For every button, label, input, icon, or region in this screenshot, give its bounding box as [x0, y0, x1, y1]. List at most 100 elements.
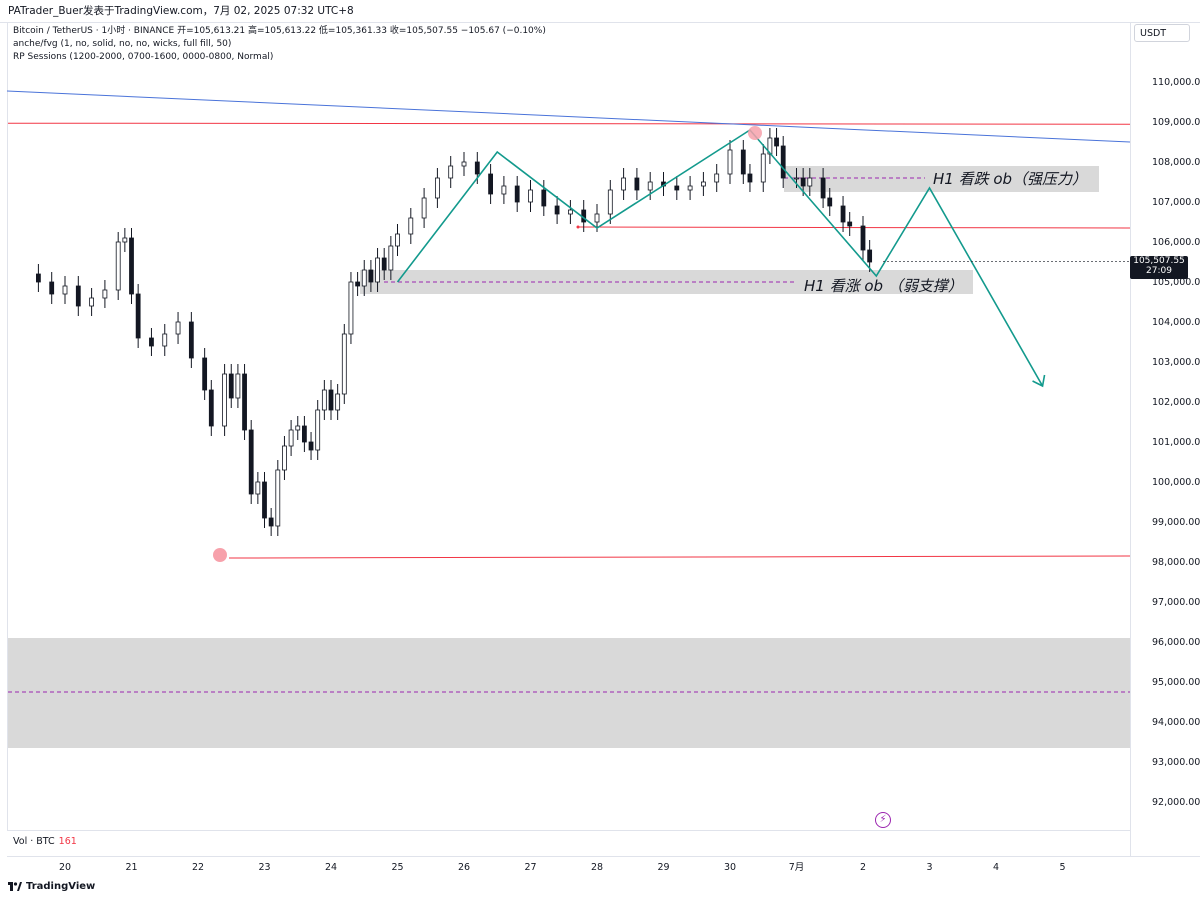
candle — [740, 149, 746, 175]
x-tick-label: 7月 — [789, 862, 805, 873]
candle — [860, 225, 866, 251]
candle — [634, 177, 640, 191]
indicator-fvg[interactable]: anche/fvg (1, no, solid, no, no, wicks, … — [13, 39, 232, 49]
symbol-line[interactable]: Bitcoin / TetherUS · 1小时 · BINANCE 开=105… — [13, 26, 546, 36]
indicator-sessions[interactable]: RP Sessions (1200-2000, 0700-1600, 0000-… — [13, 52, 274, 62]
chart-pane[interactable] — [7, 22, 1131, 830]
y-tick-label: 109,000.00 — [1152, 117, 1200, 128]
y-tick-label: 105,000.00 — [1152, 277, 1200, 288]
x-tick-label: 20 — [59, 862, 71, 873]
y-tick-label: 93,000.00 — [1152, 757, 1200, 768]
tradingview-logo: TradingView — [8, 881, 95, 892]
candle — [388, 245, 394, 271]
candle — [149, 337, 154, 347]
x-tick-label: 24 — [325, 862, 337, 873]
price-axis-divider — [1130, 22, 1131, 857]
candle — [115, 241, 121, 291]
candle — [794, 177, 799, 180]
candle — [355, 281, 361, 287]
last-price-tag: 105,507.55 27:09 — [1130, 256, 1188, 279]
x-tick-label: 23 — [258, 862, 270, 873]
candle — [701, 181, 706, 187]
bullish-ob-label: H1 看涨 ob （弱支撑） — [804, 277, 963, 295]
candle — [255, 481, 261, 495]
x-tick-label: 21 — [125, 862, 137, 873]
lightning-icon[interactable]: ⚡ — [875, 812, 891, 828]
candle — [235, 373, 241, 399]
candle — [867, 249, 873, 263]
volume-divider — [7, 830, 1130, 831]
candle — [607, 189, 613, 215]
candle — [228, 373, 234, 399]
candle — [89, 297, 94, 307]
last-price: 105,507.55 — [1133, 256, 1185, 266]
currency-selector[interactable]: USDT — [1134, 24, 1190, 42]
candle — [840, 205, 846, 223]
candle — [321, 389, 327, 411]
candle — [282, 445, 287, 471]
lower-fvg-zone — [8, 638, 1130, 748]
candle — [687, 185, 693, 191]
publisher-header: PATrader_Buer发表于TradingView.com，7月 02, 2… — [8, 5, 354, 17]
candle — [488, 173, 494, 195]
candle — [262, 481, 267, 519]
candle — [268, 517, 274, 527]
y-tick-label: 102,000.00 — [1152, 397, 1200, 408]
candle — [514, 185, 520, 203]
candle — [674, 185, 680, 191]
projection-arrowhead — [1032, 374, 1046, 388]
neckline[interactable] — [577, 226, 1131, 229]
candle — [554, 205, 560, 215]
x-tick-label: 22 — [192, 862, 204, 873]
neckline-anchor — [576, 225, 580, 229]
candle — [375, 257, 380, 283]
y-tick-label: 107,000.00 — [1152, 197, 1200, 208]
y-tick-label: 98,000.00 — [1152, 557, 1200, 568]
candle — [202, 357, 208, 391]
candle — [315, 409, 321, 451]
x-tick-label: 3 — [926, 862, 932, 873]
y-tick-label: 101,000.00 — [1152, 437, 1200, 448]
x-tick-label: 25 — [391, 862, 403, 873]
x-tick-label: 30 — [724, 862, 736, 873]
candle — [774, 137, 779, 147]
candle — [341, 333, 347, 395]
descending-trendline[interactable] — [6, 90, 1131, 143]
candle — [827, 197, 833, 207]
candle — [49, 281, 55, 295]
candle — [75, 285, 81, 307]
x-tick-label: 2 — [860, 862, 866, 873]
x-tick-label: 28 — [591, 862, 603, 873]
swing-low-marker[interactable] — [213, 548, 227, 562]
y-tick-label: 103,000.00 — [1152, 357, 1200, 368]
y-tick-label: 104,000.00 — [1152, 317, 1200, 328]
candle — [248, 429, 254, 495]
candle — [568, 209, 573, 215]
candle — [800, 177, 806, 187]
candle — [820, 177, 826, 199]
header-divider — [0, 22, 1200, 23]
y-tick-label: 99,000.00 — [1152, 517, 1200, 528]
candle — [328, 389, 334, 411]
swing-high-marker[interactable] — [748, 126, 762, 140]
bearish-ob-label: H1 看跌 ob（强压力） — [933, 170, 1087, 188]
resistance-line[interactable] — [7, 122, 1131, 125]
y-tick-label: 100,000.00 — [1152, 477, 1200, 488]
candle — [621, 177, 626, 191]
candle — [275, 469, 281, 527]
candle — [714, 173, 720, 183]
candle — [175, 321, 181, 335]
candle — [727, 149, 733, 175]
candle — [747, 173, 753, 183]
candle — [162, 333, 168, 347]
candle — [36, 273, 41, 283]
candle — [208, 389, 214, 427]
candle — [288, 429, 294, 447]
candle — [308, 441, 314, 451]
swing-low-line[interactable] — [228, 555, 1131, 559]
volume-label: Vol · BTC 161 — [13, 836, 77, 847]
candle — [222, 373, 228, 427]
brand-name: TradingView — [26, 881, 96, 892]
bar-countdown: 27:09 — [1146, 266, 1172, 276]
